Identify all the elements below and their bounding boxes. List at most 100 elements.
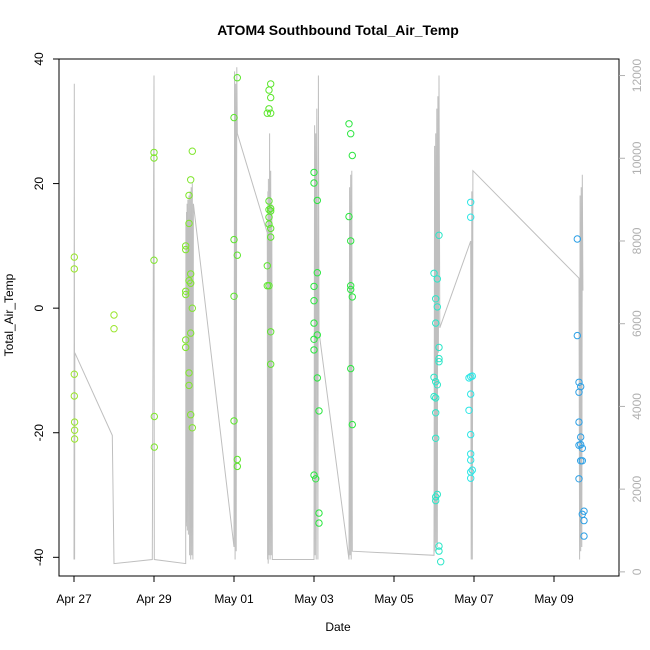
data-point <box>230 292 238 300</box>
y2-tick-label: 10000 <box>630 141 644 175</box>
data-point <box>150 256 158 264</box>
axis-layer: Apr 27 Apr 29 May 01 May 03 May 05 May 07 May … <box>32 52 644 606</box>
data-point <box>573 331 581 340</box>
data-point <box>575 475 583 483</box>
data-point <box>230 235 238 244</box>
data-point <box>267 207 275 215</box>
data-point <box>467 474 475 482</box>
data-point <box>150 443 159 451</box>
data-point <box>267 109 275 117</box>
y2-tick-label: 2000 <box>630 475 644 502</box>
data-point <box>580 507 588 515</box>
y2-tick-label: 12000 <box>630 59 644 93</box>
data-point <box>267 224 275 233</box>
data-point <box>467 456 475 464</box>
data-point <box>432 319 440 327</box>
data-point <box>435 542 443 550</box>
data-point <box>432 409 440 417</box>
data-point <box>435 547 443 555</box>
data-point <box>345 212 353 221</box>
data-point <box>467 198 475 207</box>
data-point <box>435 358 443 366</box>
data-point <box>310 319 318 327</box>
chart-title: ATOM4 Southbound Total_Air_Temp <box>217 22 459 38</box>
data-point <box>267 328 275 336</box>
y2-tick-label: 0 <box>630 568 644 575</box>
data-point <box>182 287 190 295</box>
y-tick-label: 0 <box>32 305 46 312</box>
data-point <box>467 390 475 398</box>
data-point <box>580 516 588 525</box>
data-point <box>347 285 355 294</box>
data-point <box>432 394 440 402</box>
data-point <box>467 430 475 439</box>
data-point <box>310 471 318 479</box>
data-point <box>430 269 438 277</box>
data-point <box>348 293 356 301</box>
data-point <box>577 382 585 391</box>
x-tick-label: May 01 <box>214 592 254 606</box>
data-point <box>310 346 318 354</box>
x-tick-label: Apr 27 <box>56 592 92 606</box>
data-point <box>573 235 581 243</box>
data-point <box>315 519 323 527</box>
data-point <box>182 290 190 299</box>
data-point <box>430 392 438 401</box>
data-point <box>575 418 583 426</box>
data-point <box>433 381 441 389</box>
data-point <box>310 297 318 305</box>
data-point <box>70 418 79 426</box>
data-point <box>188 147 197 155</box>
data-point <box>187 279 195 287</box>
data-point <box>233 251 242 259</box>
data-point <box>578 457 586 465</box>
data-point <box>265 105 273 113</box>
data-point <box>265 197 273 205</box>
data-point <box>233 74 242 82</box>
data-point <box>348 151 356 160</box>
data-point <box>185 191 193 200</box>
data-point <box>468 372 476 380</box>
y-tick-label: -40 <box>32 548 46 566</box>
data-point <box>435 354 443 363</box>
data-point <box>313 196 321 205</box>
data-point <box>347 282 355 290</box>
data-point <box>70 392 79 400</box>
data-point <box>150 412 159 421</box>
data-point <box>267 360 275 368</box>
data-point <box>70 426 79 434</box>
data-point <box>263 109 271 117</box>
data-point <box>437 558 445 566</box>
data-point <box>265 86 273 94</box>
data-point <box>265 206 273 214</box>
data-point <box>468 466 476 474</box>
data-point <box>433 275 441 283</box>
data-point <box>432 295 440 303</box>
data-point <box>265 282 273 290</box>
data-point <box>345 120 353 128</box>
y-tick-label: -20 <box>32 424 46 442</box>
data-point <box>182 245 190 254</box>
data-point <box>70 370 79 378</box>
data-point <box>187 411 195 419</box>
data-point <box>233 462 242 471</box>
data-point <box>233 455 242 464</box>
data-point <box>188 304 197 312</box>
data-point <box>347 237 355 245</box>
data-point <box>312 475 320 483</box>
point-layer <box>70 74 588 566</box>
data-point <box>265 220 273 228</box>
data-point <box>430 373 438 381</box>
data-point <box>267 93 275 102</box>
data-point <box>347 130 355 138</box>
data-point <box>70 253 79 261</box>
data-point <box>435 231 443 240</box>
data-point <box>188 424 197 432</box>
y2-tick-label: 6000 <box>630 310 644 337</box>
data-point <box>185 381 193 390</box>
line-layer <box>73 67 584 565</box>
data-point <box>267 233 275 241</box>
data-point <box>263 262 271 270</box>
